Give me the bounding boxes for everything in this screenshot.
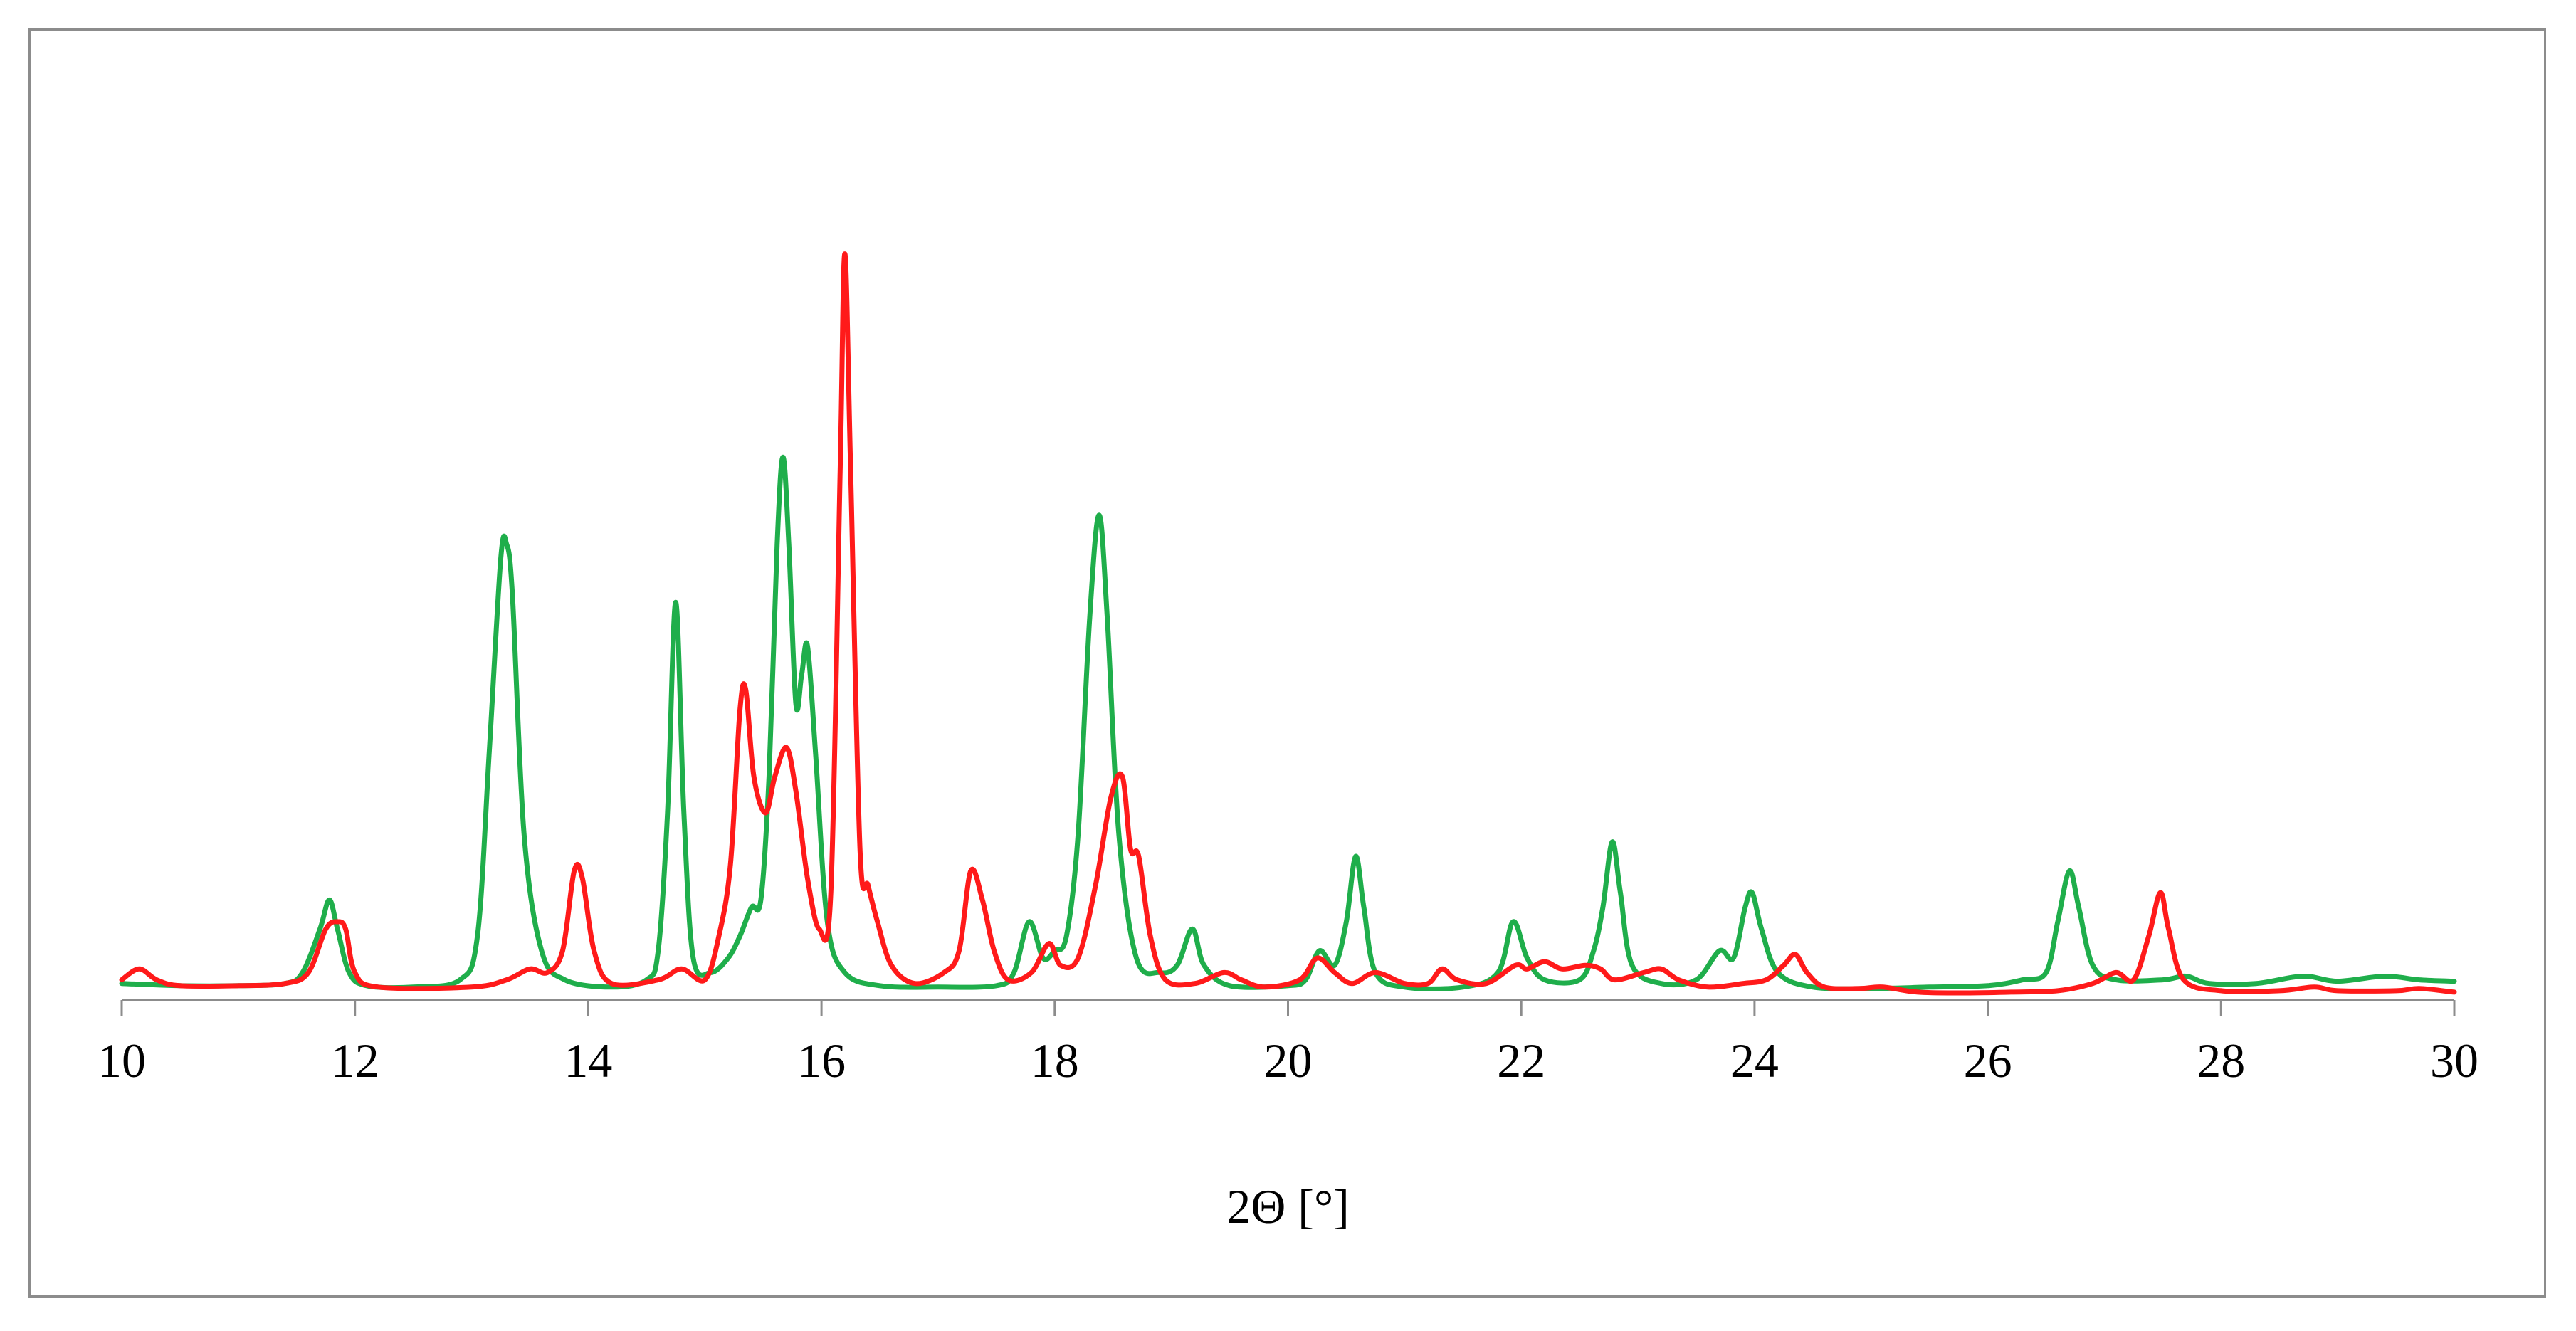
x-tick-label: 28 — [2197, 1033, 2245, 1088]
series-line-1 — [119, 454, 2457, 991]
x-tick-label: 14 — [564, 1033, 612, 1088]
x-tick-label: 10 — [98, 1033, 146, 1088]
chart-frame: 10 12 14 16 18 20 22 24 26 28 30 2Θ [°] — [28, 28, 2546, 1298]
xrd-chart: 10 12 14 16 18 20 22 24 26 28 30 2Θ [°] — [98, 251, 2478, 1233]
plot-area — [119, 251, 2457, 996]
x-tick-label: 22 — [1497, 1033, 1545, 1088]
series-line-2 — [119, 251, 2457, 996]
x-axis-ticks — [120, 1000, 2456, 1016]
x-tick-label: 12 — [331, 1033, 379, 1088]
x-tick-label: 16 — [797, 1033, 846, 1088]
x-tick-label: 26 — [1964, 1033, 2012, 1088]
x-axis-title: 2Θ [°] — [1226, 1179, 1350, 1233]
x-tick-label: 24 — [1730, 1033, 1779, 1088]
x-tick-label: 30 — [2430, 1033, 2478, 1088]
x-tick-label: 18 — [1031, 1033, 1079, 1088]
x-axis-tick-labels: 10 12 14 16 18 20 22 24 26 28 30 — [98, 1033, 2478, 1088]
x-tick-label: 20 — [1264, 1033, 1313, 1088]
